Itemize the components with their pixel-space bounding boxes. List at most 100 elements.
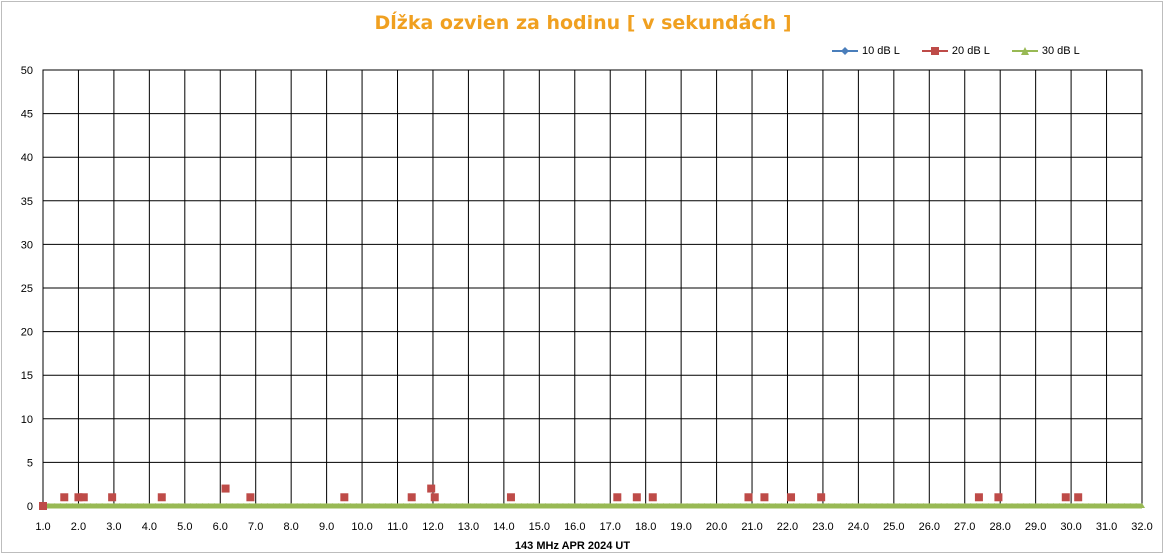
legend-item-10db: 10 dB L <box>832 42 900 60</box>
series-30db-point <box>158 503 165 508</box>
series-30db-point <box>861 503 868 508</box>
series-30db-point <box>51 503 58 508</box>
series-30db-point <box>1127 503 1134 508</box>
series-30db-point <box>1068 503 1075 508</box>
series-30db-point <box>93 503 100 508</box>
series-30db-point <box>955 503 962 508</box>
series-30db-point <box>57 503 64 508</box>
x-tick-label: 20.0 <box>706 521 727 533</box>
y-tick-label: 15 <box>21 370 33 382</box>
series-30db-point <box>347 503 354 508</box>
x-tick-label: 7.0 <box>248 521 263 533</box>
series-30db-point <box>884 503 891 508</box>
series-30db-point <box>441 503 448 508</box>
series-30db-point <box>152 503 159 508</box>
series-30db-point <box>211 503 218 508</box>
series-30db-point <box>967 503 974 508</box>
series-30db-point <box>672 503 679 508</box>
series-30db-point <box>695 503 702 508</box>
series-20db-point <box>246 493 255 502</box>
series-30db-point <box>737 503 744 508</box>
series-30db-point <box>932 503 939 508</box>
series-30db-point <box>548 503 555 508</box>
series-20db-point <box>39 502 47 510</box>
series-30db-point <box>382 503 389 508</box>
series-30db-point <box>447 503 454 508</box>
series-30db-point <box>146 503 153 508</box>
x-tick-label: 12.0 <box>422 521 443 533</box>
series-30db-point <box>317 503 324 508</box>
x-tick-label: 29.0 <box>1025 521 1046 533</box>
series-30db-point <box>240 503 247 508</box>
series-30db-point <box>175 503 182 508</box>
series-30db-point <box>571 503 578 508</box>
series-30db-point <box>589 503 596 508</box>
series-20db-point <box>974 493 983 502</box>
y-tick-label: 10 <box>21 414 33 426</box>
series-30db-point <box>128 503 135 508</box>
series-30db-point <box>678 503 685 508</box>
series-30db-point <box>601 503 608 508</box>
series-30db-point <box>1097 503 1104 508</box>
series-30db-point <box>122 503 129 508</box>
series-20db-point <box>817 493 826 502</box>
series-30db-point <box>299 503 306 508</box>
series-30db-point <box>199 503 206 508</box>
series-30db-point <box>69 503 76 508</box>
series-20db-point <box>613 493 622 502</box>
series-30db-point <box>270 503 277 508</box>
series-30db-point <box>353 503 360 508</box>
series-30db-point <box>81 503 88 508</box>
series-30db-point <box>294 503 301 508</box>
series-30db-point <box>424 503 431 508</box>
series-30db-point <box>63 503 70 508</box>
series-30db-point <box>624 503 631 508</box>
y-tick-label: 5 <box>27 457 33 469</box>
series-30db-point <box>110 503 117 508</box>
series-30db-point <box>1091 503 1098 508</box>
series-30db-point <box>583 503 590 508</box>
legend-label-20db: 20 dB L <box>951 45 990 57</box>
y-tick-label: 30 <box>21 239 33 251</box>
series-30db-point <box>1079 503 1086 508</box>
series-30db-point <box>435 503 442 508</box>
x-tick-label: 2.0 <box>71 521 86 533</box>
series-30db-point <box>453 503 460 508</box>
series-30db-point <box>1038 503 1045 508</box>
series-30db-point <box>725 503 732 508</box>
x-tick-label: 3.0 <box>106 521 121 533</box>
legend-marker-diamond-icon <box>832 47 858 55</box>
series-30db-point <box>169 503 176 508</box>
series-30db-point <box>412 503 419 508</box>
y-tick-label: 45 <box>21 109 33 121</box>
series-30db-point <box>831 503 838 508</box>
series-20db-point <box>1074 493 1083 502</box>
series-30db-point <box>843 503 850 508</box>
series-30db-point <box>311 503 318 508</box>
series-30db-point <box>305 503 312 508</box>
series-20db-point <box>1061 493 1070 502</box>
series-20db-point <box>648 493 657 502</box>
series-30db-point <box>607 503 614 508</box>
series-30db-point <box>949 503 956 508</box>
series-30db-point <box>920 503 927 508</box>
series-30db-point <box>542 503 549 508</box>
series-30db-point <box>613 503 620 508</box>
y-tick-label: 35 <box>21 196 33 208</box>
x-tick-label: 21.0 <box>741 521 762 533</box>
series-30db-point <box>465 503 472 508</box>
series-30db-point <box>229 503 236 508</box>
series-30db-point <box>341 503 348 508</box>
x-tick-label: 16.0 <box>564 521 585 533</box>
series-20db-point <box>430 493 439 502</box>
series-30db-point <box>997 503 1004 508</box>
series-30db-point <box>701 503 708 508</box>
series-30db-point <box>961 503 968 508</box>
x-tick-label: 11.0 <box>387 521 408 533</box>
series-30db-point <box>1044 503 1051 508</box>
series-30db-point <box>193 503 200 508</box>
series-30db-point <box>388 503 395 508</box>
series-30db-point <box>979 503 986 508</box>
series-30db-point <box>400 503 407 508</box>
series-30db-point <box>394 503 401 508</box>
